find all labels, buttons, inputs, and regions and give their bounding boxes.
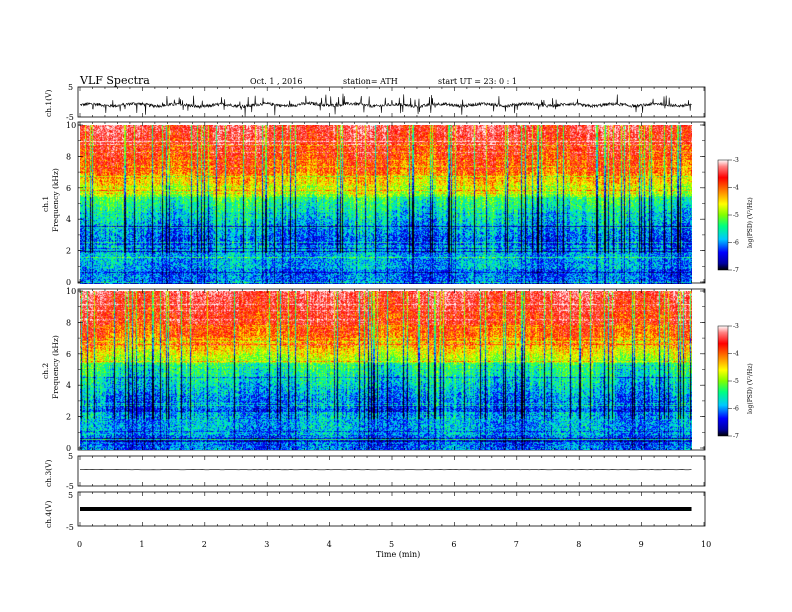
ch3-ytick-top: 5 — [68, 452, 73, 461]
x-tick-label: 4 — [327, 540, 332, 549]
frequency-tick-label: 10 — [66, 287, 76, 296]
frequency-tick-label: 2 — [66, 247, 71, 256]
ch1-colorbar-ticks: -3 -4 -5 -6 -7 — [728, 157, 739, 274]
ch1-wave-ylabel: ch.1(V) — [44, 89, 53, 117]
ch2-colorbar-ticks: -3 -4 -5 -6 -7 — [728, 323, 739, 440]
date-label: Oct. 1 , 2016 — [250, 77, 302, 86]
frequency-tick-label: 6 — [66, 184, 71, 193]
frequency-tick-label: 8 — [66, 152, 71, 161]
x-tick-label: 5 — [389, 540, 394, 549]
figure-title: VLF Spectra — [79, 74, 150, 87]
ch1-colorbar-label: log(PSD) (V²/Hz) — [747, 197, 754, 248]
ch1-spec-ylabel-channel: ch.1 — [41, 196, 50, 212]
colorbar-tick-label: -4 — [733, 351, 739, 358]
x-tick-label: 3 — [264, 540, 269, 549]
ch1-ytick-top: 5 — [68, 83, 73, 92]
frequency-tick-label: 8 — [66, 318, 71, 327]
x-axis-tick-labels: 0 1 2 3 4 5 6 7 8 9 10 — [77, 540, 711, 549]
start-time-label: start UT = 23: 0 : 1 — [438, 77, 517, 86]
ch1-colorbar — [717, 159, 729, 271]
ch1-frequency-ticks: 0 2 4 6 8 10 — [66, 121, 705, 287]
x-tick-label: 6 — [451, 540, 456, 549]
x-tick-label: 10 — [701, 540, 711, 549]
x-tick-label: 9 — [639, 540, 644, 549]
ch3-wave-ylabel: ch.3(V) — [44, 459, 53, 487]
colorbar-tick-label: -7 — [733, 267, 739, 274]
ch2-spec-ylabel-channel: ch.2 — [41, 363, 50, 379]
colorbar-tick-label: -6 — [733, 240, 739, 247]
frequency-tick-label: 0 — [66, 278, 71, 287]
ch2-colorbar-label: log(PSD) (V²/Hz) — [747, 363, 754, 414]
colorbar-tick-label: -5 — [733, 212, 739, 219]
x-tick-label: 2 — [202, 540, 207, 549]
ch4-ytick-top: 5 — [68, 491, 73, 500]
colorbar-tick-label: -7 — [733, 433, 739, 440]
ch4-wave-ylabel: ch.4(V) — [44, 500, 53, 528]
station-label: station= ATH — [343, 77, 398, 86]
ch1-ytick-bottom: -5 — [66, 113, 74, 122]
colorbar-tick-label: -3 — [733, 323, 739, 330]
x-tick-label: 1 — [139, 540, 144, 549]
frequency-tick-label: 0 — [66, 444, 71, 453]
ch2-colorbar — [717, 325, 729, 437]
frequency-tick-label: 6 — [66, 350, 71, 359]
ch1-spec-ylabel-quantity: Frequency (kHz) — [51, 168, 60, 232]
ch3-wave-frame — [77, 455, 706, 487]
colorbar-tick-label: -6 — [733, 406, 739, 413]
axis-ticks — [79, 87, 705, 526]
ch4-ytick-bottom: -5 — [66, 523, 74, 532]
x-tick-label: 8 — [576, 540, 581, 549]
ch1-spectrogram-image — [80, 125, 692, 284]
ch2-spec-ylabel-quantity: Frequency (kHz) — [51, 335, 60, 399]
colorbar-tick-label: -3 — [733, 157, 739, 164]
ch4-wave-frame — [77, 491, 706, 527]
x-tick-label: 0 — [77, 540, 82, 549]
ch1-wave-frame — [77, 86, 706, 118]
colorbar-tick-label: -4 — [733, 185, 739, 192]
colorbar-tick-label: -5 — [733, 378, 739, 385]
x-axis-label: Time (min) — [376, 550, 420, 559]
frequency-tick-label: 2 — [66, 413, 71, 422]
frequency-tick-label: 10 — [66, 121, 76, 130]
frequency-tick-label: 4 — [66, 381, 71, 390]
ch3-ytick-bottom: -5 — [66, 482, 74, 491]
ch1-waveform — [80, 93, 692, 117]
frequency-tick-label: 4 — [66, 215, 71, 224]
x-tick-label: 7 — [514, 540, 519, 549]
ch2-frequency-ticks: 0 2 4 6 8 10 — [66, 287, 705, 453]
ch2-spectrogram-image — [80, 291, 692, 450]
